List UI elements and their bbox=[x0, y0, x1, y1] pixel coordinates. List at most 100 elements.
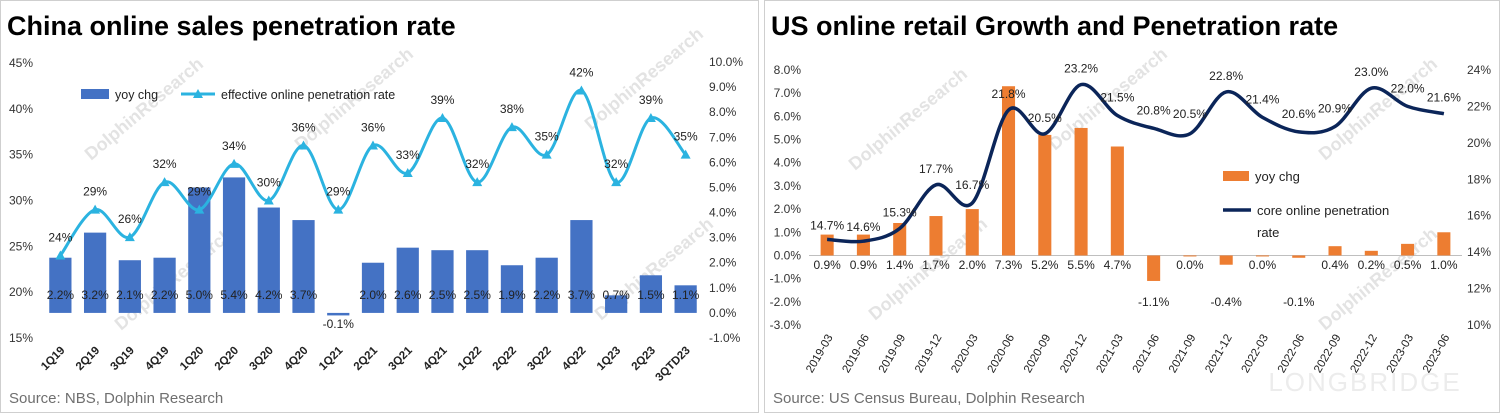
line-data-label: 17.7% bbox=[919, 162, 953, 176]
line-marker-triangle bbox=[55, 250, 66, 260]
x-axis-category-label: 1Q23 bbox=[595, 345, 623, 373]
x-axis-category-label: 2Q20 bbox=[213, 345, 241, 373]
x-axis-category-label: 1Q21 bbox=[317, 344, 346, 373]
left-axis-tick-label: 35% bbox=[9, 148, 33, 162]
x-axis-category-label: 3QTD23 bbox=[654, 345, 693, 384]
bar-yoy-chg bbox=[188, 187, 211, 313]
line-marker-triangle bbox=[194, 204, 205, 214]
x-axis-category-label: 2020-06 bbox=[986, 333, 1018, 376]
line-data-label: 14.6% bbox=[846, 220, 880, 234]
bar-yoy-chg bbox=[1183, 255, 1197, 257]
bar-data-label: 7.3% bbox=[995, 258, 1023, 272]
x-axis-category-label: 2Q23 bbox=[630, 345, 658, 373]
bar-data-label: 0.7% bbox=[602, 288, 630, 302]
line-data-label: 21.5% bbox=[1100, 91, 1134, 105]
line-data-label: 39% bbox=[430, 93, 454, 107]
bar-yoy-chg bbox=[396, 247, 419, 313]
right-axis-tick-label: 0.0% bbox=[709, 306, 737, 320]
line-marker-triangle bbox=[645, 113, 656, 122]
bar-data-label: 2.2% bbox=[533, 288, 561, 302]
bar-data-label: 1.4% bbox=[886, 258, 914, 272]
left-axis-tick-label: 4.0% bbox=[774, 156, 802, 170]
x-axis-category-label: 2019-06 bbox=[841, 333, 873, 376]
line-marker-triangle bbox=[680, 149, 691, 159]
bar-yoy-chg bbox=[1074, 127, 1088, 256]
left-axis-tick-label: 5.0% bbox=[774, 133, 802, 147]
x-axis-category-label: 4Q21 bbox=[421, 344, 450, 373]
bar-data-label: 0.5% bbox=[1394, 258, 1422, 272]
bar-data-label: 0.0% bbox=[1249, 258, 1277, 272]
bar-yoy-chg bbox=[674, 285, 697, 313]
x-axis-category-label: 3Q19 bbox=[109, 345, 137, 373]
x-axis-category-label: 2020-12 bbox=[1058, 333, 1090, 376]
legend-label-penetration: core online penetration rate bbox=[1257, 203, 1389, 240]
bar-yoy-chg bbox=[1038, 134, 1052, 256]
left-axis-tick-label: 25% bbox=[9, 239, 33, 253]
line-data-label: 42% bbox=[569, 66, 593, 80]
left-axis-tick-label: 3.0% bbox=[774, 179, 802, 193]
line-data-label: 32% bbox=[465, 157, 489, 171]
bar-yoy-chg bbox=[49, 257, 72, 313]
line-marker-triangle bbox=[333, 204, 344, 214]
line-marker-triangle bbox=[472, 177, 483, 187]
x-axis-category-label: 2022-03 bbox=[1240, 333, 1272, 376]
left-axis-tick-label: 0.0% bbox=[774, 248, 802, 262]
bar-yoy-chg bbox=[222, 177, 246, 313]
x-axis-category-label: 2019-09 bbox=[877, 333, 909, 376]
bar-yoy-chg bbox=[1255, 255, 1270, 257]
line-data-label: 14.7% bbox=[810, 218, 844, 232]
line-marker-triangle bbox=[90, 204, 101, 214]
bar-data-label: 5.2% bbox=[1031, 258, 1059, 272]
right-axis-tick-label: 20% bbox=[1467, 136, 1491, 150]
watermark-text: DolphinResearch bbox=[81, 54, 207, 164]
x-axis-category-label: 2021-09 bbox=[1167, 333, 1199, 376]
bar-yoy-chg bbox=[292, 220, 315, 313]
line-data-label: 29% bbox=[326, 185, 350, 199]
bar-yoy-chg bbox=[257, 207, 280, 313]
bar-data-label: 0.0% bbox=[1176, 258, 1204, 272]
bar-data-label: 5.4% bbox=[220, 288, 248, 302]
line-data-label: 22.0% bbox=[1391, 81, 1425, 95]
right-axis-tick-label: 4.0% bbox=[709, 206, 737, 220]
bar-yoy-chg bbox=[153, 257, 176, 313]
line-data-label: 20.9% bbox=[1318, 101, 1352, 115]
bar-yoy-chg bbox=[535, 257, 558, 313]
x-axis-category-label: 2Q21 bbox=[352, 344, 381, 373]
bar-data-label: 2.0% bbox=[959, 258, 987, 272]
bar-data-label: 1.9% bbox=[498, 288, 526, 302]
right-axis-tick-label: 3.0% bbox=[709, 231, 737, 245]
longbridge-watermark: LONGBRIDGE bbox=[1268, 367, 1461, 397]
bar-data-label: 5.5% bbox=[1067, 258, 1095, 272]
left-axis-tick-label: -1.0% bbox=[770, 272, 802, 286]
china-chart-source: Source: NBS, Dolphin Research bbox=[9, 390, 224, 407]
line-data-label: 21.6% bbox=[1427, 91, 1461, 105]
us-chart-svg: DolphinResearch DolphinResearch DolphinRes… bbox=[770, 44, 1492, 397]
line-data-label: 35% bbox=[535, 130, 559, 144]
right-axis-tick-label: 9.0% bbox=[709, 80, 737, 94]
watermark-text: DolphinResearch bbox=[845, 64, 971, 174]
bar-yoy-chg bbox=[83, 232, 107, 313]
x-axis-category-label: 4Q22 bbox=[560, 345, 588, 373]
line-marker-triangle bbox=[124, 232, 135, 242]
bar-data-label: 1.0% bbox=[1430, 258, 1458, 272]
bar-yoy-chg bbox=[1110, 146, 1124, 256]
bar-data-label: -0.1% bbox=[1283, 295, 1315, 309]
x-axis-category-label: 1Q20 bbox=[178, 345, 206, 373]
line-data-label: 21.8% bbox=[992, 87, 1026, 101]
line-marker-triangle bbox=[576, 85, 587, 95]
x-axis-category-label: 2021-06 bbox=[1131, 333, 1163, 376]
bar-yoy-chg bbox=[1437, 232, 1451, 256]
watermark-text: DolphinResearch bbox=[1315, 224, 1441, 334]
bar-data-label: 2.5% bbox=[464, 288, 492, 302]
bar-data-label: 2.2% bbox=[151, 288, 179, 302]
us-chart-title: US online retail Growth and Penetration … bbox=[771, 11, 1339, 41]
line-data-label: 16.7% bbox=[955, 178, 989, 192]
line-marker-triangle bbox=[368, 140, 378, 150]
line-data-label: 38% bbox=[500, 102, 524, 116]
line-marker-triangle bbox=[611, 177, 622, 187]
x-axis-category-label: 2021-03 bbox=[1094, 333, 1126, 376]
line-data-label: 21.4% bbox=[1245, 92, 1279, 106]
bar-data-label: 0.2% bbox=[1358, 258, 1386, 272]
line-data-label: 20.5% bbox=[1028, 111, 1062, 125]
right-axis-tick-label: 6.0% bbox=[709, 155, 737, 169]
